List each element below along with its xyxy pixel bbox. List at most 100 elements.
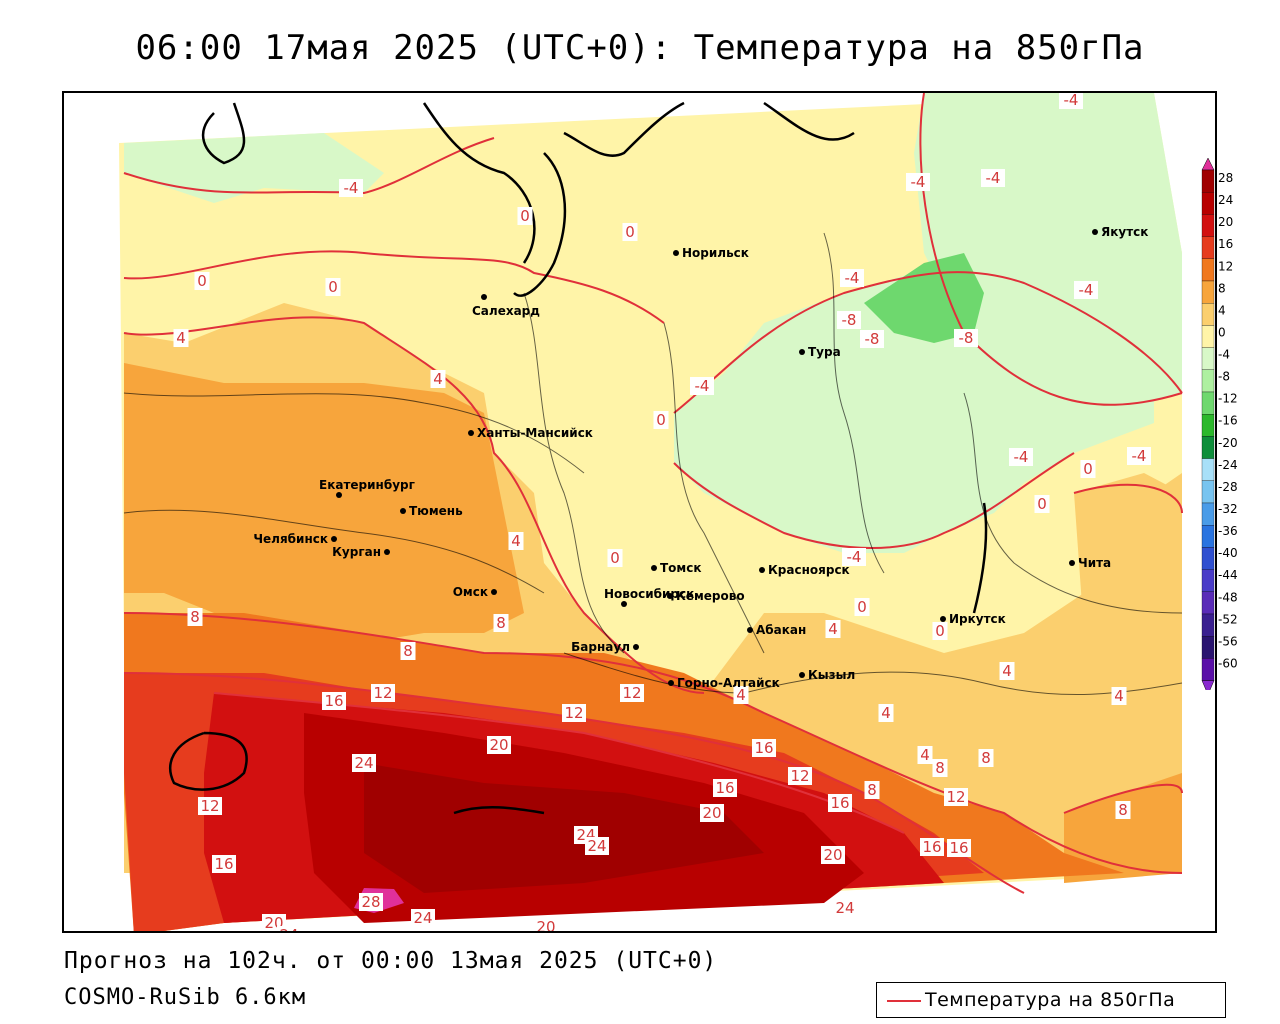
isotherm-label-bg	[1059, 93, 1083, 109]
isotherm-label: 8	[935, 759, 945, 777]
isotherm-label-bg	[999, 662, 1015, 680]
isotherm-label: 0	[197, 272, 207, 290]
city-dot	[747, 627, 753, 633]
isotherm-label: 8	[1118, 801, 1128, 819]
isotherm-label-bg	[493, 614, 509, 632]
isotherm-labels: -4 -4 -4 -4 -4 -4 -4 -4 -4 -4 -8 -8 -8 0 0 0 0 0 0 0 0 0 0 4 4 4 4…	[173, 93, 1151, 931]
isotherm-label-bg	[840, 269, 864, 287]
colorbar-tick-label: -52	[1218, 612, 1238, 626]
isotherm-label-bg	[860, 330, 884, 348]
isotherm-label-bg	[700, 804, 724, 822]
isotherm-label-bg	[1080, 460, 1096, 478]
isotherm-label-bg	[325, 278, 341, 296]
colorbar-tick-label: -44	[1218, 568, 1238, 582]
city-dot	[799, 672, 805, 678]
isotherm-label-bg	[352, 754, 376, 772]
colorbar-swatch	[1201, 236, 1215, 259]
isotherm-label-bg	[277, 926, 301, 931]
isotherm-label: 16	[715, 779, 734, 797]
colorbar-top-arrow	[1201, 158, 1215, 171]
isotherm-label-bg	[878, 704, 894, 722]
colorbar-swatch	[1201, 547, 1215, 570]
isotherm-label-bg	[954, 329, 978, 347]
isotherm-label-bg	[517, 207, 533, 225]
isotherm-label-bg	[733, 686, 749, 704]
isotherm-label-bg	[371, 684, 395, 702]
isotherm-label-bg	[622, 223, 638, 241]
zone-28	[364, 763, 764, 893]
isotherm-label-bg	[788, 767, 812, 785]
isotherm-label: 4	[433, 370, 443, 388]
colorbar-swatch	[1201, 458, 1215, 481]
isotherm-label: 8	[190, 608, 200, 626]
city-dot	[673, 250, 679, 256]
city-label: Абакан	[756, 623, 806, 637]
isotherm-label: -8	[842, 311, 857, 329]
isotherm-label: -4	[986, 169, 1001, 187]
isotherm-label-bg	[752, 739, 776, 757]
isotherm-label: 24	[354, 754, 373, 772]
isotherm-label-bg	[212, 855, 236, 873]
admin-borders	[123, 232, 1183, 696]
city-label: Челябинск	[253, 532, 328, 546]
zone-8-east	[1044, 473, 1182, 813]
isotherm-label-bg	[932, 759, 948, 777]
colorbar-tick-label: -32	[1218, 502, 1238, 516]
isotherm-label: 0	[935, 622, 945, 640]
colorbar-tick-label: -36	[1218, 524, 1238, 538]
city-dot	[759, 567, 765, 573]
isotherm-label: 12	[946, 788, 965, 806]
isotherm-label: 20	[702, 804, 721, 822]
colorbar-tick-label: -24	[1218, 458, 1238, 472]
city-dot	[1069, 560, 1075, 566]
colorbar-tick-label: -8	[1218, 370, 1230, 384]
city-label: Красноярск	[768, 563, 850, 577]
isotherm-label: -4	[845, 269, 860, 287]
isotherm-label: -4	[1079, 281, 1094, 299]
colorbar-tick-label: 8	[1218, 281, 1226, 295]
isotherm-label-bg	[534, 918, 558, 931]
isotherm-label: 24	[835, 899, 854, 917]
isotherm-label-bg	[1009, 448, 1033, 466]
city-label: Барнаул	[571, 640, 630, 654]
city-label: Салехард	[472, 304, 540, 318]
city-dot	[336, 492, 342, 498]
isotherm-label-bg	[198, 797, 222, 815]
isotherm-label: 0	[520, 207, 530, 225]
isotherm-label-bg	[1034, 495, 1050, 513]
isotherm-label-bg	[187, 608, 203, 626]
isotherm-label-bg	[854, 598, 870, 616]
isotherm-label: 8	[496, 614, 506, 632]
city-label: Чита	[1078, 556, 1111, 570]
map-canvas: -4 -4 -4 -4 -4 -4 -4 -4 -4 -4 -8 -8 -8 0 0 0 0 0 0 0 0 0 0 4 4 4 4…	[64, 93, 1215, 931]
isotherm-label: -4	[911, 173, 926, 191]
isotherm-label-bg	[1127, 447, 1151, 465]
city-label: Томск	[660, 561, 702, 575]
isotherm-label-bg	[944, 788, 968, 806]
city-label: Кемерово	[676, 589, 745, 603]
isotherm-label-bg	[917, 746, 933, 764]
isotherm-label-bg	[837, 311, 861, 329]
isotherm-label: 28	[361, 893, 380, 911]
isotherm-label-bg	[906, 173, 930, 191]
isotherm-label: 16	[830, 794, 849, 812]
zone-8	[124, 363, 524, 653]
colorbar-tick-label: -16	[1218, 414, 1238, 428]
city-dot	[799, 349, 805, 355]
isotherm-label: 4	[828, 620, 838, 638]
isotherm-label: 4	[176, 329, 186, 347]
isotherm-label: 8	[867, 781, 877, 799]
isotherm-label: 16	[324, 692, 343, 710]
colorbar-swatch	[1201, 192, 1215, 215]
colorbar-swatch	[1201, 347, 1215, 370]
city-dot	[468, 430, 474, 436]
city-dot	[384, 549, 390, 555]
city-dot	[1092, 229, 1098, 235]
map-title: 06:00 17мая 2025 (UTC+0): Температура на…	[135, 28, 1145, 68]
isotherm-label-bg	[411, 909, 435, 927]
city-dot	[633, 644, 639, 650]
isotherm-label: 4	[511, 532, 521, 550]
isotherm-label: 0	[625, 223, 635, 241]
colorbar-swatch	[1201, 613, 1215, 637]
isotherm-label: 0	[610, 549, 620, 567]
